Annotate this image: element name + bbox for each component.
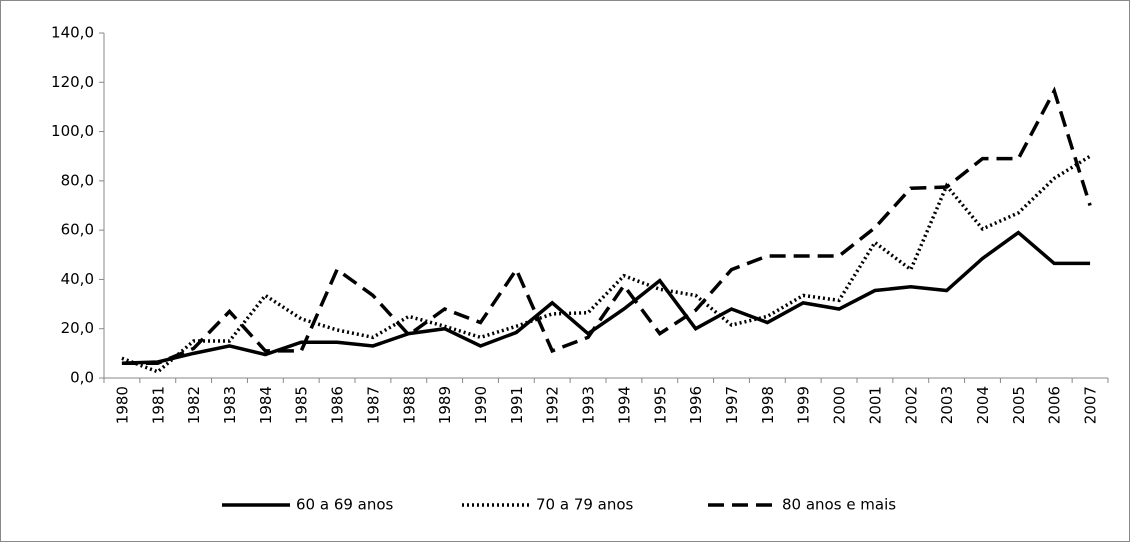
x-tick-label: 2000 bbox=[831, 386, 849, 424]
x-tick-label: 1994 bbox=[615, 386, 633, 424]
y-tick-label: 20,0 bbox=[61, 319, 94, 337]
x-tick-label: 1981 bbox=[149, 386, 167, 424]
y-tick-label: 100,0 bbox=[51, 122, 94, 140]
x-tick-label: 1988 bbox=[400, 386, 418, 424]
y-tick-label: 80,0 bbox=[61, 171, 94, 189]
legend-label: 80 anos e mais bbox=[782, 496, 896, 514]
x-tick-label: 1982 bbox=[185, 386, 203, 424]
x-tick-label: 2005 bbox=[1010, 386, 1028, 424]
x-tick-label: 1990 bbox=[472, 386, 490, 424]
x-tick-label: 2003 bbox=[938, 386, 956, 424]
x-tick-label: 1992 bbox=[544, 386, 562, 424]
x-tick-label: 2007 bbox=[1082, 386, 1100, 424]
legend-label: 70 a 79 anos bbox=[536, 496, 634, 514]
x-tick-label: 1989 bbox=[436, 386, 454, 424]
y-tick-label: 60,0 bbox=[61, 221, 94, 239]
x-tick-label: 1985 bbox=[293, 386, 311, 424]
x-tick-label: 1995 bbox=[651, 386, 669, 424]
x-tick-label: 2004 bbox=[974, 386, 992, 424]
series-line bbox=[121, 86, 1092, 365]
x-tick-label: 1983 bbox=[221, 386, 239, 424]
x-tick-label: 2001 bbox=[866, 386, 884, 424]
x-tick-label: 1996 bbox=[687, 386, 705, 424]
x-tick-label: 1998 bbox=[759, 386, 777, 424]
y-tick-label: 140,0 bbox=[51, 24, 94, 42]
x-tick-label: 2002 bbox=[902, 386, 920, 424]
y-tick-label: 0,0 bbox=[70, 369, 94, 387]
y-tick-label: 120,0 bbox=[51, 73, 94, 91]
series-line bbox=[121, 230, 1091, 365]
x-tick-label: 1993 bbox=[580, 386, 598, 424]
x-tick-label: 1991 bbox=[508, 386, 526, 424]
x-tick-label: 1986 bbox=[329, 386, 347, 424]
x-tick-label: 1997 bbox=[723, 386, 741, 424]
series-line bbox=[121, 154, 1091, 374]
y-tick-label: 40,0 bbox=[61, 270, 94, 288]
x-tick-label: 1984 bbox=[257, 386, 275, 424]
x-tick-label: 2006 bbox=[1046, 386, 1064, 424]
x-tick-label: 1987 bbox=[364, 386, 382, 424]
legend-label: 60 a 69 anos bbox=[296, 496, 394, 514]
x-tick-label: 1980 bbox=[113, 386, 131, 424]
x-tick-label: 1999 bbox=[795, 386, 813, 424]
